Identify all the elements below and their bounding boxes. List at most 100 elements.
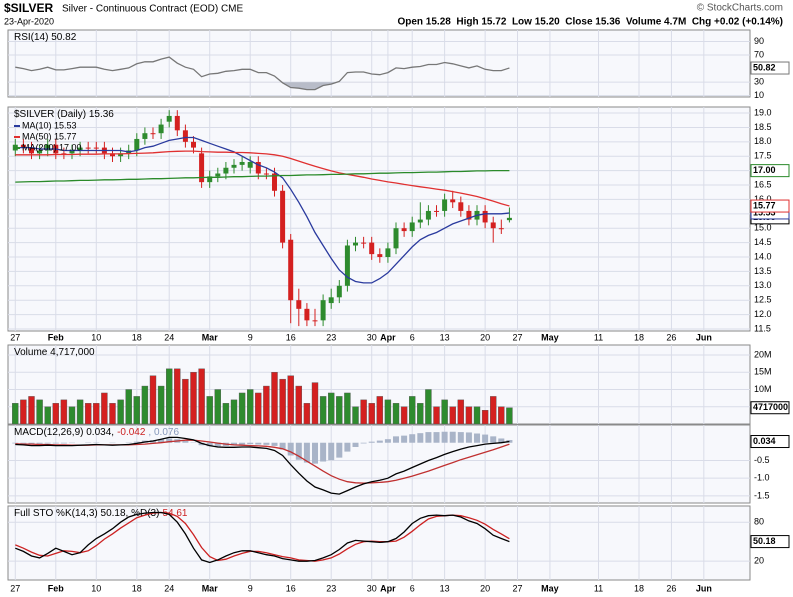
candle-body — [280, 190, 286, 243]
candle-body — [377, 254, 383, 258]
histogram-bar — [182, 440, 189, 443]
volume-bar — [506, 407, 513, 424]
volume-bar — [433, 406, 440, 424]
last-value-box — [750, 401, 790, 415]
volume-bar — [384, 399, 392, 424]
candle-body — [272, 173, 278, 191]
candle-body — [247, 161, 253, 168]
candle-body — [434, 210, 440, 212]
histogram-bar — [393, 436, 400, 443]
candle-body — [458, 202, 464, 211]
histogram-bar — [384, 439, 391, 443]
title-part: RSI(14) 50.82 — [14, 32, 77, 43]
histogram-bar — [20, 442, 27, 444]
histogram-bar — [279, 442, 286, 450]
x-tick-label: 23 — [326, 332, 336, 342]
volume-bar — [36, 399, 43, 424]
volume-bar — [12, 403, 19, 424]
volume-bar — [392, 403, 400, 424]
panel-title: MACD(12,26,9) 0.034, -0.042, 0.076 — [14, 427, 179, 438]
series-line — [15, 511, 510, 562]
histogram-bar — [295, 442, 302, 460]
panel — [7, 424, 751, 504]
candle-body — [409, 222, 415, 232]
candle-body — [134, 138, 140, 151]
histogram-bar — [409, 434, 416, 443]
histogram-bar — [255, 442, 262, 445]
y-tick-label: 16.5 — [754, 179, 772, 189]
series-line — [15, 150, 510, 207]
candle-body — [20, 144, 26, 148]
panel-title: $SILVER (Daily) 15.36 — [14, 109, 114, 120]
histogram-bar — [231, 442, 238, 446]
x-tick-label: 30 — [367, 332, 377, 342]
last-value-label: 50.82 — [753, 62, 776, 72]
candle-body — [450, 199, 456, 203]
candle-body — [417, 219, 423, 223]
candle-body — [85, 147, 91, 149]
candle-body — [425, 210, 431, 220]
y-tick-label: 70 — [754, 49, 764, 59]
y-tick-label: 18.0 — [754, 136, 772, 146]
volume-bar — [319, 396, 327, 424]
histogram-bar — [271, 442, 278, 446]
histogram-bar — [344, 442, 351, 452]
candle-body — [296, 300, 302, 309]
y-tick-label: 11.5 — [754, 323, 771, 333]
last-value-box — [750, 435, 790, 449]
y-tick-label: 20 — [754, 556, 764, 566]
histogram-bar — [52, 442, 59, 444]
x-tick-label: 6 — [410, 332, 415, 342]
candle-body — [288, 239, 294, 301]
x-tick-label: 27 — [513, 583, 523, 593]
volume-bar — [352, 406, 359, 424]
y-tick-label: 90 — [754, 36, 764, 46]
candle-body — [166, 115, 172, 122]
volume-bar — [44, 406, 51, 424]
x-tick-label: 30 — [367, 583, 377, 593]
y-tick-label: 13.5 — [754, 266, 772, 276]
panel — [7, 505, 751, 581]
volume-bar — [20, 399, 27, 424]
volume-bar — [60, 399, 68, 424]
histogram-bar — [506, 440, 513, 443]
series-line — [15, 436, 510, 495]
last-value-box — [750, 164, 790, 178]
x-tick-label: 27 — [10, 583, 20, 593]
volume-bar — [165, 368, 173, 424]
candle-body — [118, 153, 124, 157]
volume-bar — [206, 396, 213, 424]
candle-body — [263, 173, 269, 175]
volume-bar — [425, 389, 432, 424]
volume-bar — [417, 403, 424, 424]
histogram-bar — [287, 442, 294, 456]
quote: Open 15.28 High 15.72 Low 15.20 Close 15… — [397, 17, 783, 28]
x-tick-label: 26 — [666, 332, 676, 342]
panel-title: Full STO %K(14,3) 50.18, %D(3) 54.61 — [14, 508, 188, 519]
volume-bar — [182, 378, 189, 424]
histogram-bar — [158, 439, 165, 443]
volume-bar — [214, 389, 222, 424]
y-tick-label: 16.0 — [754, 194, 772, 204]
x-tick-label: 18 — [634, 332, 644, 342]
x-tick-label: 10 — [91, 332, 101, 342]
title-part: MACD(12,26,9) 0.034, — [14, 427, 114, 438]
volume-bar — [149, 375, 157, 424]
volume-bar — [344, 392, 351, 424]
volume-bar — [238, 392, 246, 424]
candle-body — [466, 210, 472, 220]
y-tick-label: 20M — [754, 349, 772, 359]
histogram-bar — [474, 433, 481, 443]
volume-bar — [133, 396, 140, 424]
y-tick-label: -1.5 — [754, 490, 770, 500]
instrument-name: Silver - Continuous Contract (EOD) CME — [62, 4, 243, 15]
x-tick-label: 26 — [666, 583, 676, 593]
volume-bar — [481, 410, 489, 424]
candle-body — [506, 217, 512, 221]
candle-body — [255, 161, 261, 174]
x-tick-label: Apr — [380, 332, 396, 342]
volume-bar — [449, 406, 456, 424]
candle-body — [336, 285, 342, 298]
last-value-label: 17.00 — [753, 165, 776, 175]
legend-label: MA(50) 15.77 — [22, 131, 77, 141]
